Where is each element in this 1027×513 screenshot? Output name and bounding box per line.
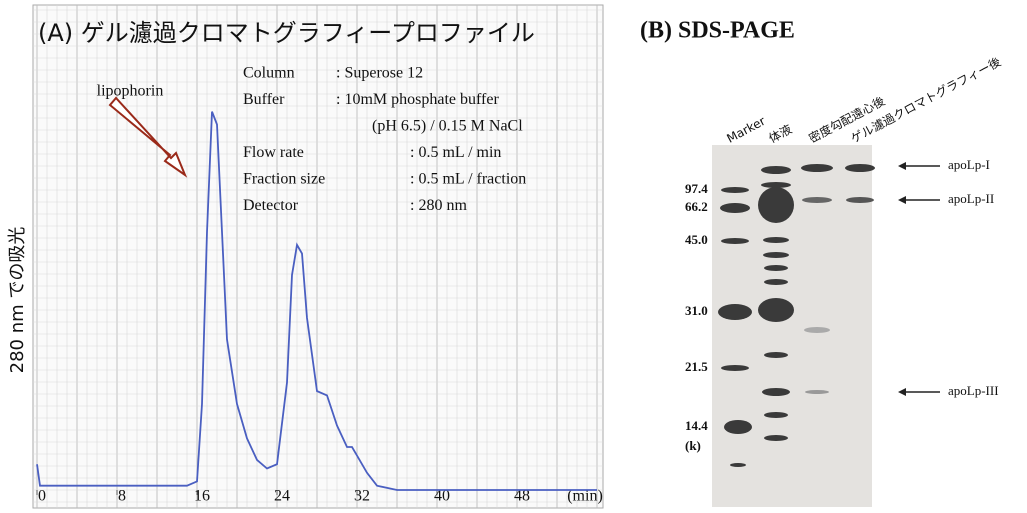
band-arrowhead <box>898 196 906 204</box>
x-tick-label: 8 <box>118 488 126 505</box>
info-key: Flow rate <box>243 144 304 161</box>
marker-label: 14.4 <box>685 418 708 433</box>
marker-label: 31.0 <box>685 303 708 318</box>
chart-title: (A) ゲル濾過クロマトグラフィープロファイル <box>38 19 535 47</box>
x-tick-label: 40 <box>434 488 450 505</box>
band-arrowhead <box>898 388 906 396</box>
annotation-arrow <box>108 96 188 178</box>
gel-image <box>712 145 875 507</box>
info-value: : Superose 12 <box>336 65 423 82</box>
lane-label: Marker <box>724 114 767 146</box>
info-key: Column <box>243 65 295 82</box>
marker-label: 97.4 <box>685 181 708 196</box>
chromatogram-line <box>36 111 597 491</box>
band-label: apoLp-III <box>948 383 999 398</box>
info-key: Buffer <box>243 91 285 108</box>
x-tick-label: 32 <box>354 488 370 505</box>
info-value: : 10mM phosphate buffer <box>336 91 499 108</box>
info-key: Fraction size <box>243 171 325 188</box>
graph-paper <box>33 5 603 508</box>
info-value: : 0.5 mL / min <box>410 144 501 161</box>
y-axis-label: 280 nm での吸光 <box>7 227 28 374</box>
x-tick-label: 0 <box>38 488 46 505</box>
info-key: Detector <box>243 197 299 214</box>
gel-bands <box>718 164 875 467</box>
marker-label: (k) <box>685 438 701 453</box>
marker-label: 45.0 <box>685 232 708 247</box>
annotation: lipophorin <box>97 83 164 100</box>
lane-label: 体液 <box>766 121 794 146</box>
x-unit-label: (min) <box>567 488 603 505</box>
info-value: : 0.5 mL / fraction <box>410 171 526 188</box>
band-label: apoLp-I <box>948 157 990 172</box>
chart-frame <box>32 4 604 509</box>
info-block: Column : Superose 12 Buffer : 10mM phosphat… <box>243 65 526 215</box>
info-value: (pH 6.5) / 0.15 M NaCl <box>372 118 523 135</box>
marker-label: 21.5 <box>685 359 708 374</box>
x-tick-label: 16 <box>194 488 210 505</box>
x-tick-label: 24 <box>274 488 290 505</box>
marker-label: 66.2 <box>685 199 708 214</box>
info-value: : 280 nm <box>410 197 467 214</box>
band-arrowhead <box>898 162 906 170</box>
band-label: apoLp-II <box>948 191 994 206</box>
gel-title: (B) SDS-PAGE <box>640 18 795 44</box>
x-tick-label: 48 <box>514 488 530 505</box>
